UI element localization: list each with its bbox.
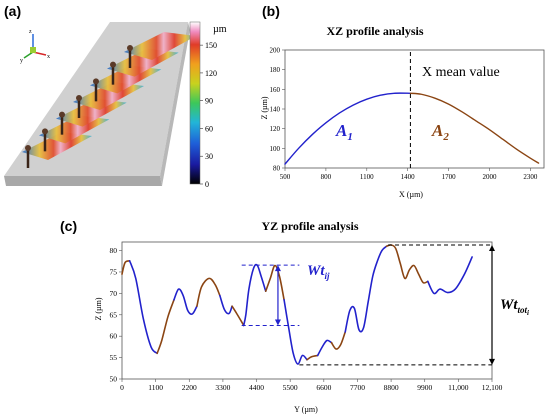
wt-ij-label: Wtij <box>307 263 330 281</box>
scan-track <box>39 115 110 144</box>
x-tick-label: 1700 <box>442 173 457 181</box>
x-tick-label: 4400 <box>249 383 264 392</box>
scan-track <box>73 82 144 110</box>
y-tick-label: 140 <box>270 106 281 114</box>
y-tick-label: 50 <box>110 375 118 384</box>
x-tick-label: 800 <box>321 173 332 181</box>
series-line <box>426 256 473 295</box>
series-line <box>173 288 198 315</box>
y-tick-label: 60 <box>110 332 118 341</box>
x-tick-label: 2200 <box>182 383 197 392</box>
axis-letter-z: z <box>29 29 32 35</box>
y-tick-label: 75 <box>110 267 118 276</box>
x-tick-label: 9900 <box>417 383 432 392</box>
colorbar-tick-label: 150 <box>205 41 217 50</box>
series-line <box>385 244 429 284</box>
x-tick-label: 5500 <box>283 383 298 392</box>
xz-chart-title: XZ profile analysis <box>326 24 423 38</box>
x-tick-label: 6600 <box>316 383 331 392</box>
series-line <box>264 264 285 301</box>
series-line <box>196 277 221 308</box>
probe-head <box>127 45 133 51</box>
series-line <box>121 260 131 275</box>
series-line <box>316 339 333 357</box>
series-line <box>283 298 308 365</box>
x-tick-label: 500 <box>280 173 291 181</box>
yz-x-axis-label: Y (µm) <box>294 405 318 414</box>
probe-head <box>25 145 31 151</box>
y-tick-label: 80 <box>273 165 281 173</box>
y-tick-label: 80 <box>110 246 118 255</box>
x-tick-label: 1400 <box>401 173 416 181</box>
y-tick-label: 180 <box>270 66 281 74</box>
panel-label-a: (a) <box>4 3 22 19</box>
y-tick-label: 65 <box>110 310 118 319</box>
x-tick-label: 8800 <box>384 383 399 392</box>
series-line <box>330 331 347 350</box>
series-line <box>284 92 412 165</box>
series-line <box>156 298 175 355</box>
series-line <box>306 354 319 361</box>
xz-y-axis-label: Z (µm) <box>260 96 269 119</box>
wt-tot-label: Wttoti <box>500 297 529 317</box>
scan-track <box>22 132 92 160</box>
colorbar-tick-label: 90 <box>205 97 213 106</box>
y-tick-label: 100 <box>270 145 281 153</box>
scan-track <box>107 48 179 77</box>
panel-label-c: (c) <box>60 218 78 234</box>
x-tick-label: 11,000 <box>448 383 469 392</box>
x-tick-label: 3300 <box>215 383 230 392</box>
colorbar-tick-label: 60 <box>205 124 213 133</box>
axis-letter-x: x <box>47 54 50 60</box>
axis-triad: z y x <box>20 29 50 64</box>
series-line <box>128 260 158 355</box>
wt-tot-arrowhead-up <box>489 244 495 251</box>
probe-head <box>110 61 116 68</box>
x-tick-label: 12,100 <box>482 383 503 392</box>
scan-track <box>124 32 196 60</box>
series-line <box>219 294 233 315</box>
series-line <box>242 263 267 327</box>
colorbar-tick-label: 0 <box>205 180 209 189</box>
colorbar-tick-label: 120 <box>205 69 217 78</box>
probe-head <box>93 78 99 85</box>
x-tick-label: 1100 <box>360 173 374 181</box>
specimen-block <box>4 22 196 186</box>
panel-label-b: (b) <box>262 3 280 19</box>
colorbar-tick-label: 30 <box>205 152 213 161</box>
colorbar-unit: µm <box>213 24 227 35</box>
x-mean-value-label: X mean value <box>422 65 500 80</box>
scan-track <box>56 98 127 127</box>
x-tick-label: 2000 <box>482 173 497 181</box>
probe-head <box>76 95 82 101</box>
region-label-a2: A2 <box>431 121 449 143</box>
probe-head <box>59 111 65 118</box>
wt-ij-arrowhead-down <box>274 319 281 326</box>
x-tick-label: 2300 <box>523 173 538 181</box>
probe-head <box>42 128 48 135</box>
x-tick-label: 0 <box>120 383 124 392</box>
xz-x-axis-label: X (µm) <box>399 190 423 199</box>
colorbar: µm 0 30 60 90 120 150 <box>189 21 227 189</box>
y-tick-label: 55 <box>110 353 118 362</box>
y-tick-label: 70 <box>110 289 118 298</box>
y-tick-label: 160 <box>270 86 281 94</box>
yz-y-axis-label: Z (µm) <box>94 297 103 320</box>
x-tick-label: 7700 <box>350 383 365 392</box>
series-line <box>409 92 540 164</box>
yz-chart-title: YZ profile analysis <box>261 219 358 233</box>
x-tick-label: 1100 <box>148 383 163 392</box>
series-line <box>344 245 388 333</box>
wt-ij-arrowhead-up <box>274 265 281 272</box>
series-line <box>231 305 245 327</box>
y-tick-label: 120 <box>270 125 281 133</box>
scan-track <box>90 65 162 94</box>
y-tick-label: 200 <box>270 47 281 55</box>
region-label-a1: A1 <box>335 121 353 143</box>
axis-letter-y: y <box>20 58 23 64</box>
wt-tot-arrowhead-down <box>489 358 495 365</box>
